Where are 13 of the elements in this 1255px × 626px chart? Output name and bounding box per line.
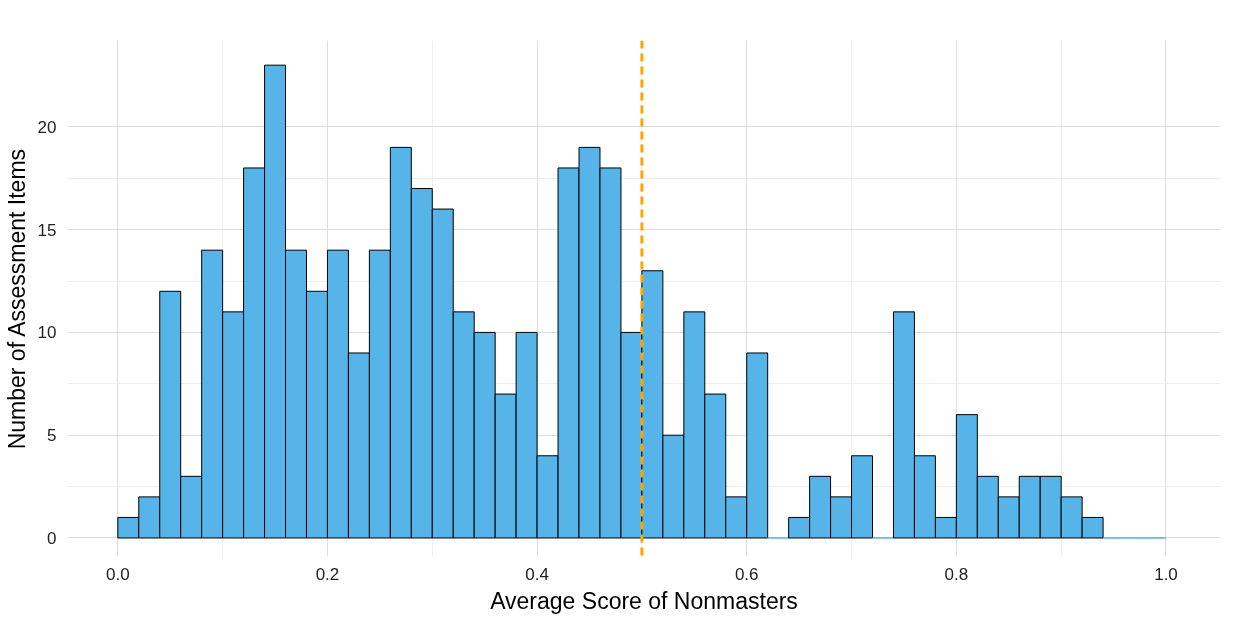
y-tick-label: 15 [37, 220, 57, 240]
x-axis-title: Average Score of Nonmasters [490, 587, 798, 614]
x-tick-label: 0.8 [944, 564, 969, 584]
x-tick-label: 1.0 [1154, 564, 1178, 584]
y-tick-label: 5 [47, 426, 57, 446]
y-tick-label: 10 [37, 323, 57, 343]
y-tick-label: 0 [47, 529, 57, 548]
x-tick-label: 0.0 [106, 564, 130, 584]
x-tick-label: 0.2 [315, 564, 340, 584]
y-axis-title: Number of Assessment Items [3, 148, 30, 450]
x-tick-label: 0.4 [525, 564, 549, 584]
y-tick-label: 20 [37, 117, 57, 137]
x-tick-label: 0.6 [734, 564, 759, 584]
